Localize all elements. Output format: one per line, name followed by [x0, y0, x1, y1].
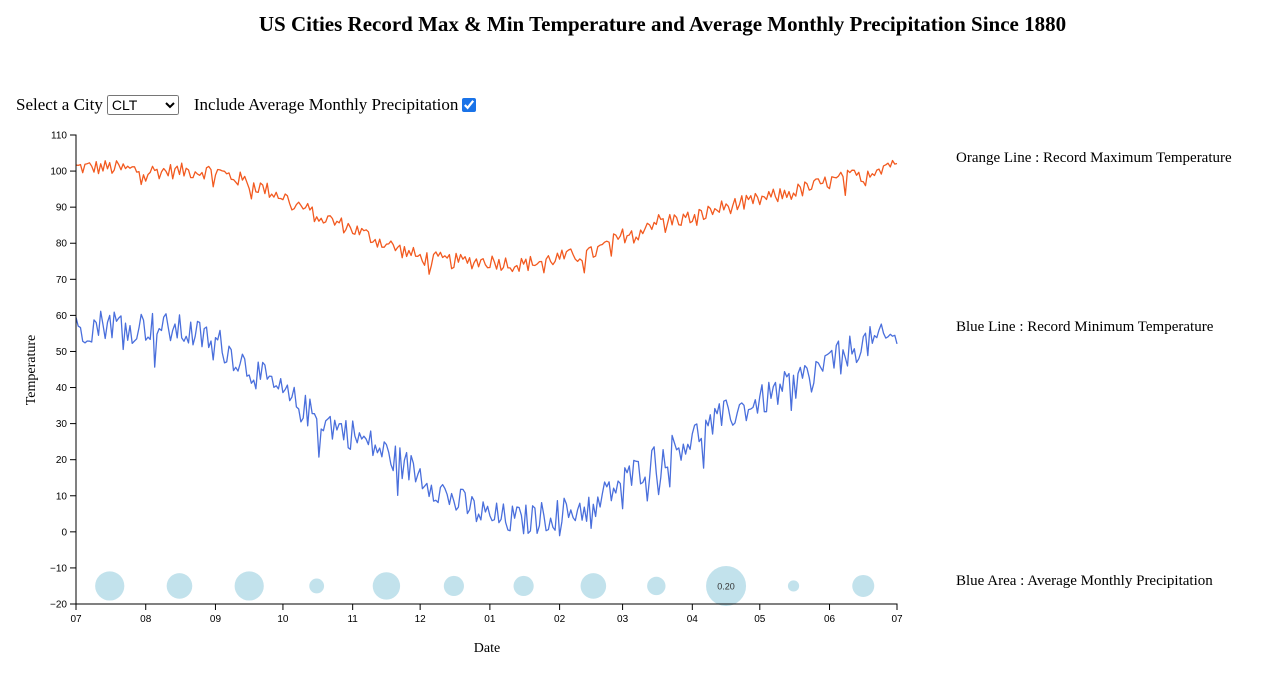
- y-axis-label: Temperature: [24, 335, 39, 406]
- y-axis: −20 −10 0 10 20 30 40 50 60 70 80 90 100 110: [50, 131, 77, 611]
- y-tick: 20: [56, 455, 76, 466]
- x-tick: 04: [687, 604, 699, 625]
- y-tick-label: 90: [56, 203, 68, 214]
- x-tick: 07: [891, 604, 903, 625]
- x-tick: 05: [754, 604, 766, 625]
- y-tick: 110: [51, 131, 76, 142]
- precip-bubble: [166, 573, 193, 599]
- y-tick: 60: [56, 311, 76, 322]
- precip-bubble: [580, 573, 607, 599]
- legend-min: Blue Line : Record Minimum Temperature: [956, 319, 1214, 335]
- y-tick: 30: [56, 419, 76, 430]
- line-layer: [75, 159, 898, 537]
- x-tick: 07: [70, 604, 82, 625]
- y-tick: 0: [61, 527, 76, 538]
- x-tick: 06: [824, 604, 836, 625]
- y-tick-label: 50: [56, 347, 68, 358]
- x-tick-label: 09: [210, 614, 222, 625]
- include-precip-label: Include Average Monthly Precipitation: [193, 95, 459, 114]
- x-tick-label: 11: [347, 614, 358, 625]
- y-tick: 40: [56, 383, 76, 394]
- y-tick: 50: [56, 347, 76, 358]
- x-axis-domain: [75, 603, 898, 610]
- precip-bubble: [647, 576, 666, 596]
- legend-max: Orange Line : Record Maximum Temperature: [956, 150, 1232, 166]
- y-tick: −20: [50, 600, 76, 611]
- y-tick-label: −20: [50, 600, 67, 611]
- y-tick-label: 70: [56, 275, 68, 286]
- y-tick: 90: [56, 203, 76, 214]
- precip-layer: 0.20: [95, 565, 875, 606]
- y-tick-label: 100: [50, 167, 67, 178]
- precip-value-label: 0.20: [717, 581, 735, 591]
- x-axis: 07 08 09 10 11 12 01 02 03 04 05 06 07: [70, 603, 903, 625]
- y-tick-label: 0: [61, 527, 67, 538]
- y-tick: 80: [56, 239, 76, 250]
- chart-title: US Cities Record Max & Min Temperature a…: [258, 12, 1067, 36]
- y-tick-label: 60: [56, 311, 68, 322]
- x-tick-label: 05: [754, 614, 766, 625]
- x-tick: 03: [617, 604, 629, 625]
- controls-bar: Select a City CLT Include Average Monthl…: [16, 95, 477, 115]
- select-city-label: Select a City: [16, 95, 103, 114]
- y-tick-label: 30: [56, 419, 68, 430]
- y-tick-label: −10: [50, 563, 67, 574]
- city-select[interactable]: CLT: [106, 95, 179, 115]
- precip-bubble: [852, 574, 875, 597]
- precip-bubble: [706, 565, 747, 606]
- x-tick-label: 06: [824, 614, 836, 625]
- x-tick-label: 07: [891, 614, 903, 625]
- precip-bubble: [309, 578, 325, 594]
- x-tick-label: 03: [617, 614, 629, 625]
- precip-bubble: [372, 572, 401, 600]
- x-tick: 02: [554, 604, 566, 625]
- precip-bubble: [443, 575, 464, 597]
- x-tick-label: 08: [140, 614, 152, 625]
- y-tick: −10: [50, 563, 76, 574]
- series-line: [75, 310, 898, 537]
- x-tick-label: 01: [484, 614, 496, 625]
- x-tick-label: 10: [277, 614, 289, 625]
- y-tick-label: 80: [56, 239, 68, 250]
- series-line: [75, 159, 898, 275]
- y-axis-domain: [70, 134, 77, 605]
- legend-precip: Blue Area : Average Monthly Precipitatio…: [956, 573, 1213, 589]
- precip-bubble: [787, 580, 800, 592]
- x-tick: 01: [484, 604, 496, 625]
- x-tick: 10: [277, 604, 289, 625]
- x-tick-label: 02: [554, 614, 566, 625]
- x-tick: 12: [415, 604, 427, 625]
- precip-bubble: [513, 575, 534, 597]
- y-tick: 70: [56, 275, 76, 286]
- precip-bubble: [95, 571, 125, 601]
- x-tick: 09: [210, 604, 222, 625]
- x-tick: 11: [347, 604, 358, 625]
- y-tick-label: 20: [56, 455, 68, 466]
- y-tick-label: 10: [56, 491, 68, 502]
- x-tick-label: 12: [415, 614, 427, 625]
- y-tick-label: 110: [51, 131, 67, 142]
- y-tick: 10: [56, 491, 76, 502]
- x-tick-label: 07: [70, 614, 82, 625]
- x-tick: 08: [140, 604, 152, 625]
- precip-bubble: [234, 571, 264, 601]
- include-precip-checkbox[interactable]: [462, 98, 477, 112]
- y-tick: 100: [50, 167, 76, 178]
- x-axis-label: Date: [474, 641, 500, 656]
- y-tick-label: 40: [56, 383, 68, 394]
- x-tick-label: 04: [687, 614, 699, 625]
